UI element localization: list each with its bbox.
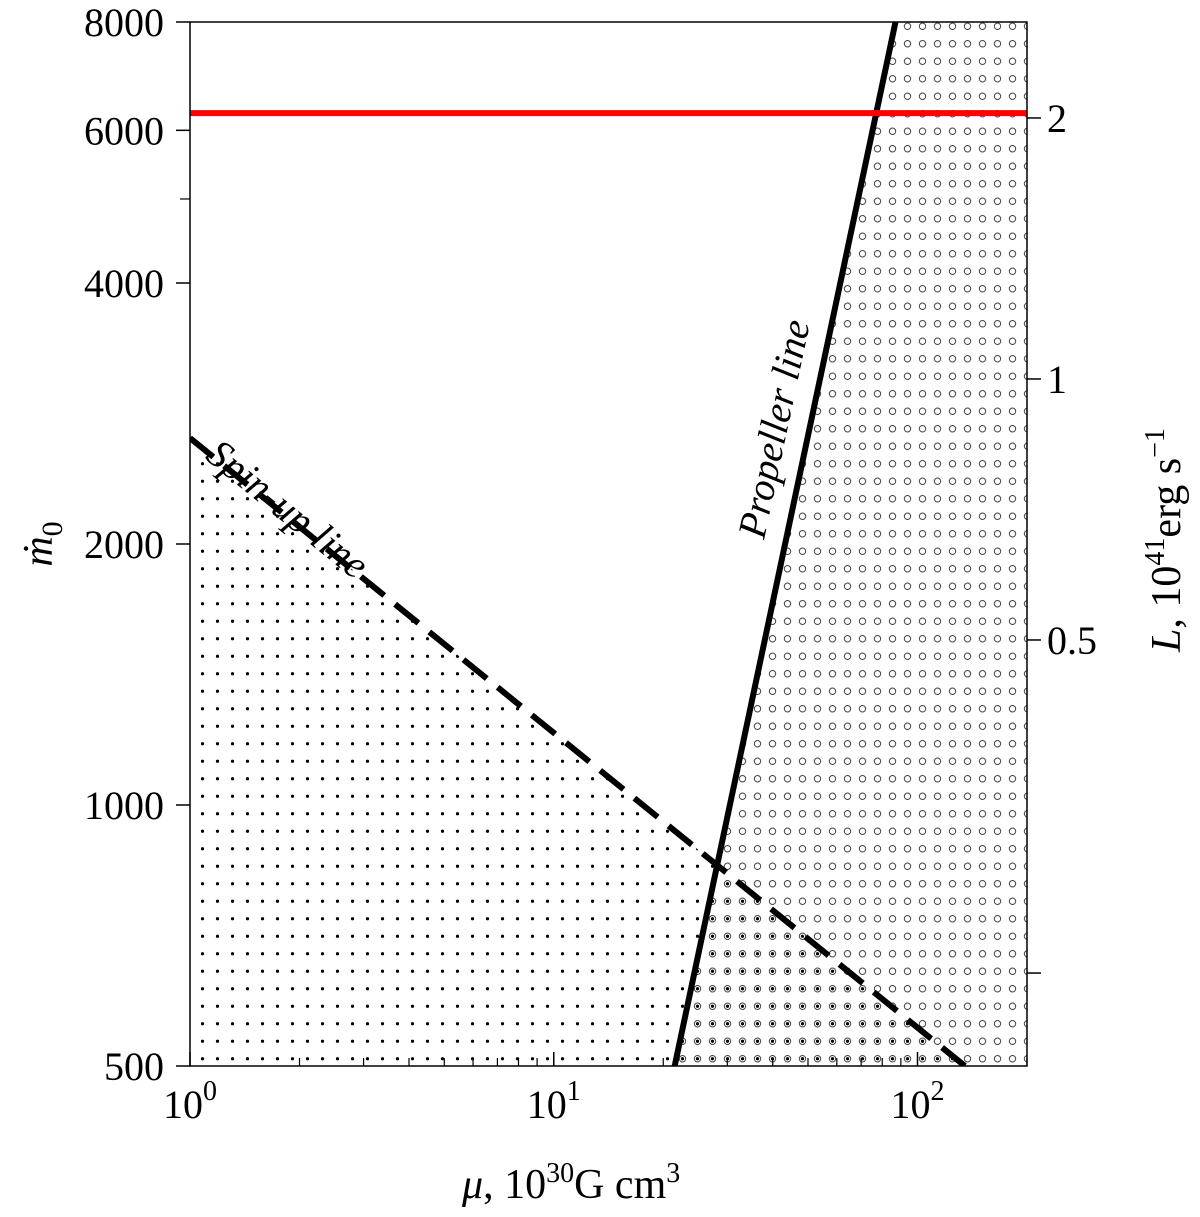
x-tick-label: 101 — [527, 1076, 581, 1127]
y-axis-right-label: L, 1041erg s−1 — [1140, 428, 1190, 653]
x-axis-label-sup: 30 — [546, 1158, 574, 1189]
y-axis-left-symbol: ṁ — [16, 536, 62, 566]
y-axis-left-sub: 0 — [36, 521, 69, 536]
y-right-tick-label: 2 — [1047, 96, 1067, 141]
y-left-tick-label: 2000 — [84, 522, 164, 567]
y-axis-right-symbol: L — [1144, 629, 1190, 653]
x-axis-label-unit: G cm — [574, 1162, 666, 1208]
y-left-tick-label: 1000 — [84, 783, 164, 828]
y-left-tick-label: 8000 — [84, 0, 164, 45]
x-tick-label: 102 — [891, 1076, 945, 1127]
x-axis-label-unit-sup: 3 — [666, 1158, 680, 1189]
y-axis-right-label-unit-sup: −1 — [1140, 428, 1171, 458]
y-left-tick-label: 4000 — [84, 261, 164, 306]
x-tick-label: 100 — [163, 1076, 217, 1127]
y-axis-left-label: ṁ0 — [16, 521, 69, 566]
x-axis-label: μ, 1030G cm3 — [461, 1158, 680, 1208]
x-axis-symbol: μ — [461, 1162, 483, 1208]
y-right-tick-label: 1 — [1047, 357, 1067, 402]
x-axis-label-rest: , 10 — [483, 1162, 546, 1208]
y-axis-right-label-unit: erg s — [1144, 458, 1190, 538]
y-axis-right-label-sup: 41 — [1140, 538, 1171, 566]
y-right-tick-label: 0.5 — [1047, 618, 1097, 663]
y-left-tick-label: 6000 — [84, 108, 164, 153]
propeller-region — [674, 22, 1027, 1066]
y-left-tick-label: 500 — [104, 1044, 164, 1089]
spin-up-line — [190, 435, 967, 1066]
propeller-line — [671, 22, 899, 1066]
y-axis-right-label-rest: , 10 — [1144, 566, 1190, 629]
